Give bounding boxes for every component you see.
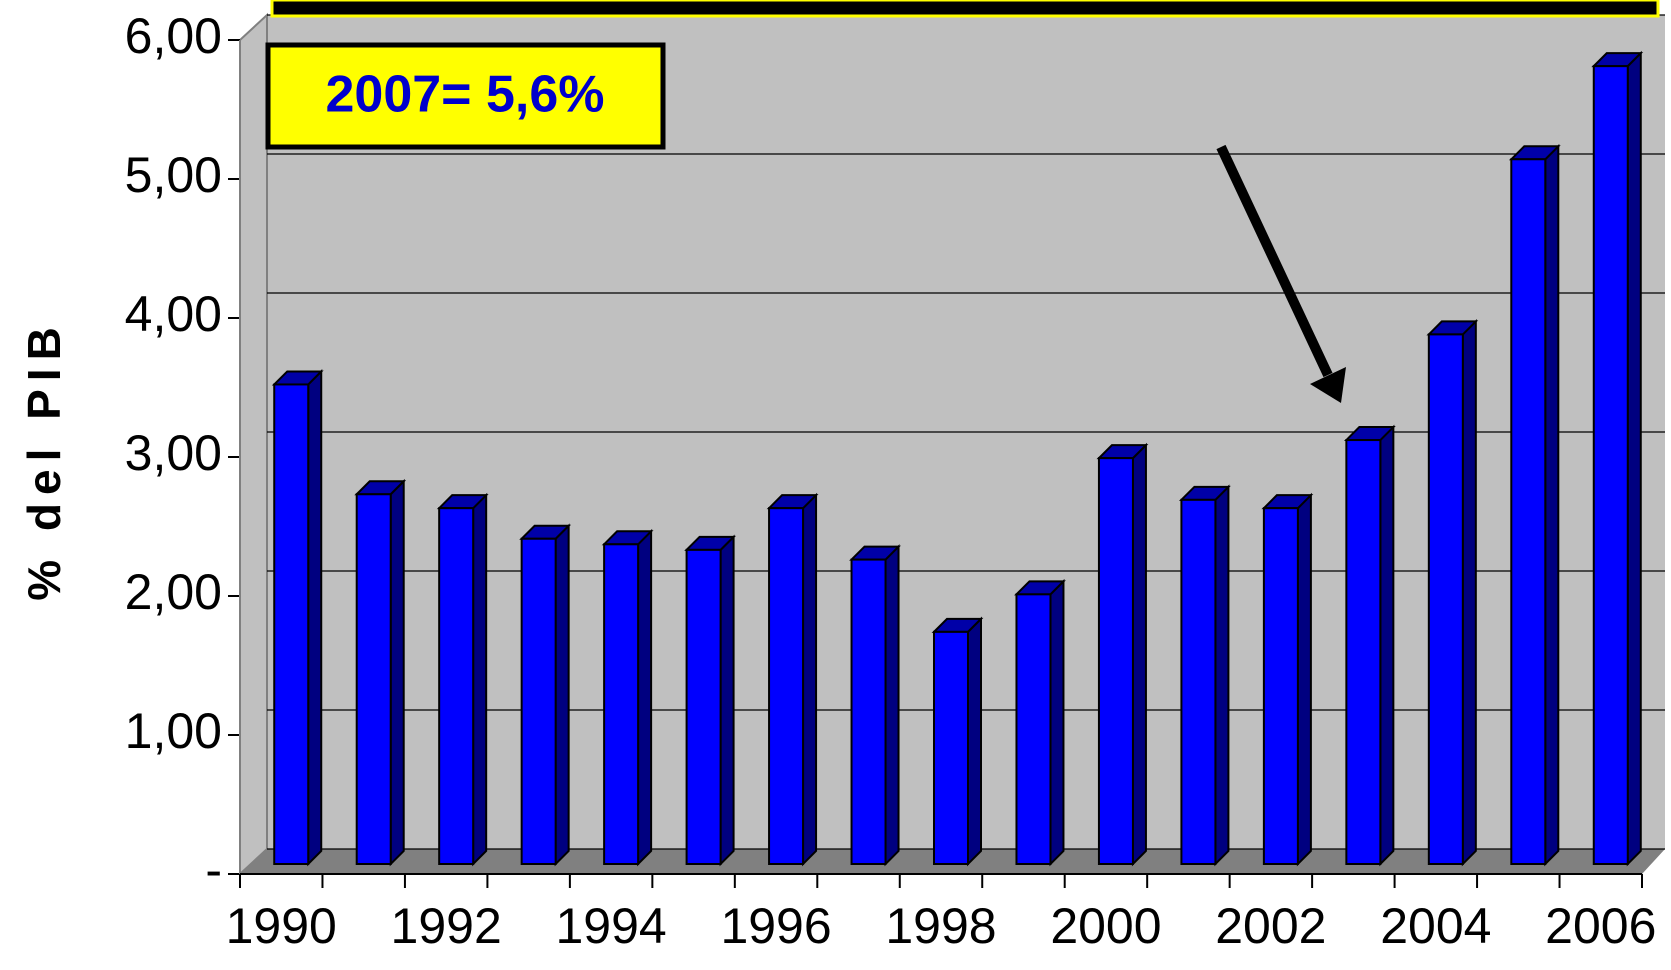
bar-side — [1296, 492, 1312, 867]
x-tick-label: 1990 — [226, 898, 337, 954]
annotation: 2007= 5,6% — [325, 66, 604, 124]
bar-side — [719, 534, 735, 867]
bar — [520, 537, 557, 865]
bar-side — [884, 544, 900, 867]
bar — [1510, 158, 1547, 865]
bar — [1592, 65, 1629, 865]
x-tick-label: 1996 — [720, 898, 831, 954]
title-box — [270, 0, 1660, 18]
x-tick-label: 1992 — [391, 898, 502, 954]
bar-side — [389, 478, 405, 867]
bar — [768, 507, 805, 865]
bar — [355, 493, 392, 865]
y-tick-label: - — [205, 842, 222, 898]
side-wall — [239, 12, 268, 877]
y-tick-label: 1,00 — [125, 703, 222, 759]
bar-side — [802, 492, 818, 867]
bar — [1345, 439, 1382, 865]
arrow-shaft — [1216, 144, 1333, 378]
bar-side — [1379, 424, 1395, 867]
bar — [1015, 593, 1052, 866]
bar — [273, 383, 310, 865]
y-tick-label: 2,00 — [125, 564, 222, 620]
x-tick-label: 1994 — [556, 898, 667, 954]
y-axis-label: % del PIB — [18, 319, 70, 601]
y-tick-label: 3,00 — [125, 425, 222, 481]
bar-side — [1626, 50, 1642, 867]
bar — [1262, 507, 1299, 865]
bar-side — [1049, 578, 1065, 867]
bar-side — [1131, 442, 1147, 867]
x-tick-label: 2002 — [1215, 898, 1326, 954]
bar — [933, 630, 969, 865]
bar-side — [1544, 143, 1560, 867]
x-tick-label: 2004 — [1380, 898, 1491, 954]
bar-side — [1461, 318, 1477, 867]
bar — [1427, 333, 1464, 866]
bar-side — [967, 616, 982, 867]
x-tick-label: 2006 — [1545, 898, 1656, 954]
y-tick-label: 4,00 — [125, 286, 222, 342]
annotation-box — [265, 42, 666, 150]
bar — [1097, 457, 1134, 865]
y-tick-label: 6,00 — [125, 8, 222, 64]
x-tick-label: 1998 — [885, 898, 996, 954]
bar-side — [554, 523, 570, 867]
bar — [685, 548, 722, 865]
bar-side — [637, 528, 653, 867]
bar-side — [472, 492, 488, 867]
bar-side — [1214, 484, 1230, 867]
arrow-head — [1310, 367, 1346, 403]
y-tick-label: 5,00 — [125, 147, 222, 203]
bar — [1180, 498, 1217, 865]
x-tick-label: 2000 — [1050, 898, 1161, 954]
bar — [438, 507, 475, 865]
bar-side — [307, 369, 323, 867]
bars — [271, 50, 1644, 867]
bar — [850, 558, 887, 866]
bar — [603, 543, 640, 865]
